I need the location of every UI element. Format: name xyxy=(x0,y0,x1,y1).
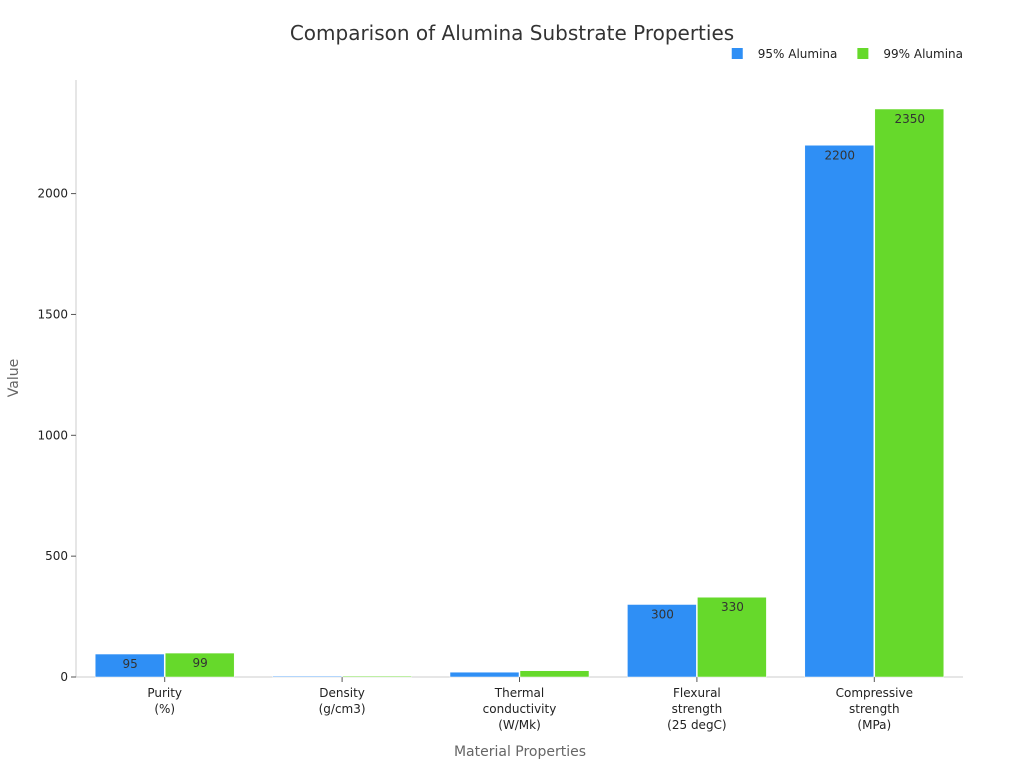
x-tick-label-line: Density xyxy=(319,686,365,700)
y-tick-label: 0 xyxy=(60,670,68,684)
y-axis-title: Value xyxy=(6,359,22,397)
bar xyxy=(874,108,945,678)
legend-label: 95% Alumina xyxy=(758,47,838,61)
bar xyxy=(627,604,697,678)
x-axis-title: Material Properties xyxy=(454,744,586,760)
bar xyxy=(94,653,165,678)
x-tick-label-line: strength xyxy=(849,702,900,716)
x-tick-label: Compressive strength (MPa) xyxy=(836,686,913,732)
x-tick-label: Flexural strength (25 degC) xyxy=(667,686,726,732)
y-tick-label: 1500 xyxy=(37,307,68,321)
bar xyxy=(449,671,520,678)
x-tick-label-line: (W/Mk) xyxy=(498,718,541,732)
value-label: 330 xyxy=(721,600,744,614)
y-tick-label: 500 xyxy=(45,549,68,563)
bar xyxy=(804,145,875,678)
legend-label: 99% Alumina xyxy=(883,47,963,61)
bar xyxy=(164,652,235,678)
chart-title: Comparison of Alumina Substrate Properti… xyxy=(290,21,734,45)
x-tick-label-line: (%) xyxy=(154,702,175,716)
x-tick-label-line: (MPa) xyxy=(857,718,891,732)
value-label: 300 xyxy=(651,607,674,621)
y-tick-label: 1000 xyxy=(37,428,68,442)
x-tick-label: Purity (%) xyxy=(147,686,182,716)
x-tick-label-line: Compressive xyxy=(836,686,913,700)
x-tick-label-line: (g/cm3) xyxy=(319,702,366,716)
value-label: 2350 xyxy=(895,112,926,126)
x-tick-label-line: Purity xyxy=(147,686,182,700)
x-tick-label-line: Thermal xyxy=(494,686,544,700)
bar xyxy=(272,675,342,678)
value-label: 95 xyxy=(123,657,138,671)
bar xyxy=(697,596,767,678)
bar xyxy=(519,670,590,678)
bar xyxy=(342,675,412,678)
y-tick-label: 2000 xyxy=(37,187,68,201)
x-tick-label-line: conductivity xyxy=(483,702,557,716)
legend-swatch xyxy=(731,48,743,59)
x-tick-label-line: (25 degC) xyxy=(667,718,726,732)
legend-swatch xyxy=(857,48,869,59)
value-label: 2200 xyxy=(825,148,856,162)
x-tick-label: Density (g/cm3) xyxy=(319,686,366,716)
x-tick-label-line: strength xyxy=(672,702,723,716)
x-tick-label: Thermal conductivity (W/Mk) xyxy=(483,686,557,732)
value-label: 99 xyxy=(193,656,208,670)
x-tick-label-line: Flexural xyxy=(673,686,721,700)
